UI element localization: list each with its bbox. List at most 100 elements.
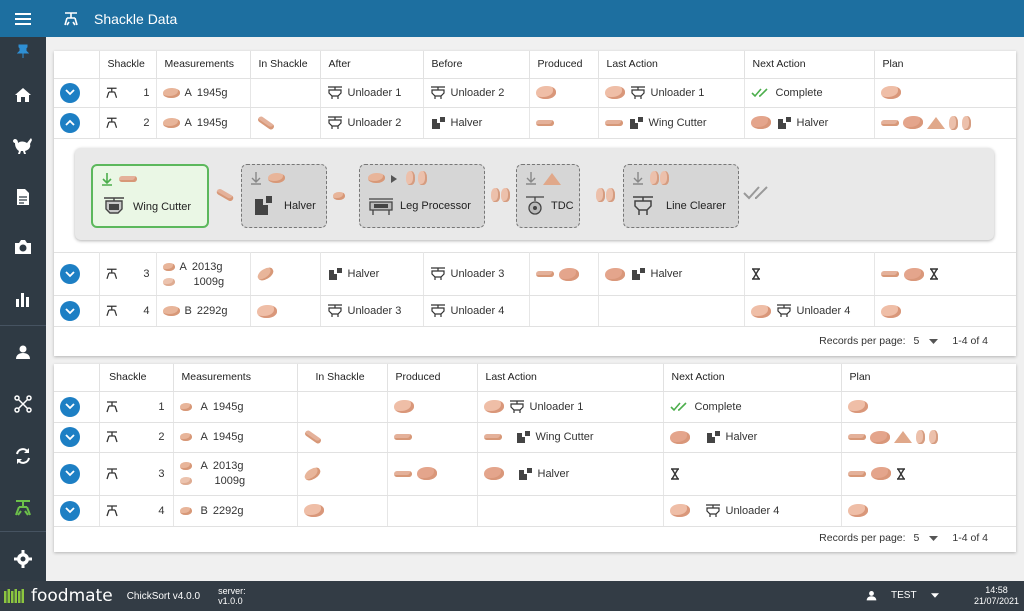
breast-icon [268, 173, 285, 183]
breast-icon [669, 430, 690, 444]
menu-icon[interactable] [0, 0, 46, 37]
whole-bird-icon [179, 433, 192, 441]
column-header[interactable]: Plan [841, 364, 1016, 392]
column-header[interactable]: Last Action [598, 51, 745, 79]
half-bird-icon [179, 462, 192, 470]
column-header[interactable]: Shackle [99, 51, 157, 79]
leg-icon [915, 430, 925, 444]
shackle-icon [105, 305, 117, 317]
column-header[interactable]: Produced [387, 364, 478, 392]
pin-icon[interactable] [0, 37, 46, 65]
chevron-down-icon[interactable] [930, 593, 939, 598]
column-header[interactable]: Before [423, 51, 530, 79]
rows-per-page-label: Records per page: [819, 335, 906, 347]
shackle-table-2: Shackle Measurements In Shackle Produced… [54, 364, 1016, 527]
next-action: Halver [725, 431, 758, 443]
whole-bird-icon [847, 400, 868, 413]
breast-icon [870, 467, 891, 480]
table-row[interactable]: 4 B 2292g Unloader 4 [54, 495, 1016, 527]
column-header[interactable]: Next Action [663, 364, 842, 392]
shackle-number: 2 [143, 116, 150, 129]
server-version: v1.0.0 [218, 596, 243, 606]
chicken-icon[interactable] [0, 121, 46, 169]
arrow-down-icon [633, 172, 643, 185]
whole-bird-icon [179, 402, 192, 411]
bar-chart-icon[interactable] [0, 275, 46, 323]
breast-icon [604, 267, 625, 281]
brand-logo: foodmate [4, 586, 113, 606]
flow-step-wing-cutter[interactable]: Wing Cutter [91, 164, 209, 228]
next-action: Complete [775, 86, 823, 99]
column-header[interactable]: In Shackle [297, 364, 388, 392]
chevron-down-icon[interactable] [929, 338, 939, 344]
expand-row-button[interactable] [60, 264, 80, 284]
rows-per-page-select[interactable]: 5 [913, 532, 920, 544]
column-header[interactable]: Measurements [173, 364, 298, 392]
shackle-icon[interactable] [0, 484, 46, 532]
column-header[interactable]: After [320, 51, 424, 79]
column-header[interactable]: Plan [874, 51, 1016, 79]
server-info: server: v1.0.0 [218, 586, 246, 606]
camera-icon[interactable] [0, 223, 46, 271]
expand-row-button[interactable] [60, 82, 80, 103]
unloader-icon [327, 115, 343, 130]
user-menu[interactable]: TEST [866, 590, 939, 601]
leg-icon [596, 188, 605, 202]
expand-row-button[interactable] [60, 301, 80, 321]
person-icon[interactable] [0, 328, 46, 376]
grade: A [200, 460, 208, 472]
column-header[interactable]: Next Action [744, 51, 875, 79]
column-header[interactable]: Produced [529, 51, 599, 79]
flow-step-tdc[interactable]: TDC [516, 164, 580, 228]
grade: A [184, 86, 192, 99]
table-row[interactable]: 3 A 2013g 1009g Halver [54, 452, 1016, 496]
unloader-icon [430, 85, 446, 100]
wing-icon [535, 271, 554, 277]
shackle-icon [64, 11, 78, 25]
column-header[interactable]: Measurements [156, 51, 251, 79]
column-header[interactable]: In Shackle [250, 51, 321, 79]
last-action: Halver [650, 268, 683, 280]
network-icon[interactable] [0, 380, 46, 428]
expand-row-button[interactable] [60, 463, 80, 484]
expand-column-header [54, 364, 100, 392]
table-row[interactable]: 3 A 2013g 1009g Halver Unloader 3 Halver [54, 252, 1016, 296]
before-station: Unloader 4 [450, 305, 505, 317]
whole-bird-icon [162, 117, 180, 128]
home-icon[interactable] [0, 71, 46, 119]
collapse-row-button[interactable] [60, 112, 80, 133]
weight: 2292g [212, 504, 244, 517]
flow-step-halver[interactable]: Halver [241, 164, 327, 228]
weight: 1945g [196, 86, 228, 99]
shackle-number: 3 [143, 268, 150, 280]
next-action: Unloader 4 [725, 504, 780, 517]
rows-per-page-select[interactable]: 5 [913, 335, 920, 347]
column-header[interactable]: Last Action [477, 364, 664, 392]
sync-icon[interactable] [0, 432, 46, 480]
expand-row-button[interactable] [60, 396, 80, 417]
grade: B [200, 504, 208, 517]
table-row[interactable]: 4 B 2292g Unloader 3 Unloader 4 Unloader … [54, 295, 1016, 327]
expand-row-button[interactable] [60, 427, 80, 447]
shackle-table-continued: 3 A 2013g 1009g Halver Unloader 3 Halver … [54, 252, 1016, 327]
chevron-down-icon[interactable] [929, 535, 939, 541]
table-row[interactable]: 1 A 1945g Unloader 1 Complete [54, 391, 1016, 423]
table-row[interactable]: 2 A 1945g Unloader 2 Halver Wing Cutter H… [54, 107, 1016, 139]
table-row[interactable]: 1 A 1945g Unloader 1 Unloader 2 Unloader … [54, 78, 1016, 108]
table-row[interactable]: 2 A 1945g Wing Cutter Halver [54, 422, 1016, 453]
column-header[interactable]: Shackle [99, 364, 174, 392]
gear-icon[interactable] [0, 535, 46, 583]
shackle-number: 3 [158, 467, 165, 480]
document-icon[interactable] [0, 173, 46, 221]
leg-icon [948, 115, 958, 130]
expand-row-button[interactable] [60, 500, 80, 521]
before-station: Halver [450, 116, 483, 129]
grade: A [179, 260, 187, 273]
flow-step-leg-processor[interactable]: Leg Processor [359, 164, 485, 228]
flow-step-line-clearer[interactable]: Line Clearer [623, 164, 739, 228]
flow-step-label: Wing Cutter [133, 201, 192, 213]
unloader-icon [327, 85, 343, 100]
shackle-table-panel: Shackle Measurements In Shackle After Be… [54, 51, 1016, 356]
table-header-row: Shackle Measurements In Shackle Produced… [54, 364, 1016, 392]
double-check-icon [669, 401, 687, 411]
